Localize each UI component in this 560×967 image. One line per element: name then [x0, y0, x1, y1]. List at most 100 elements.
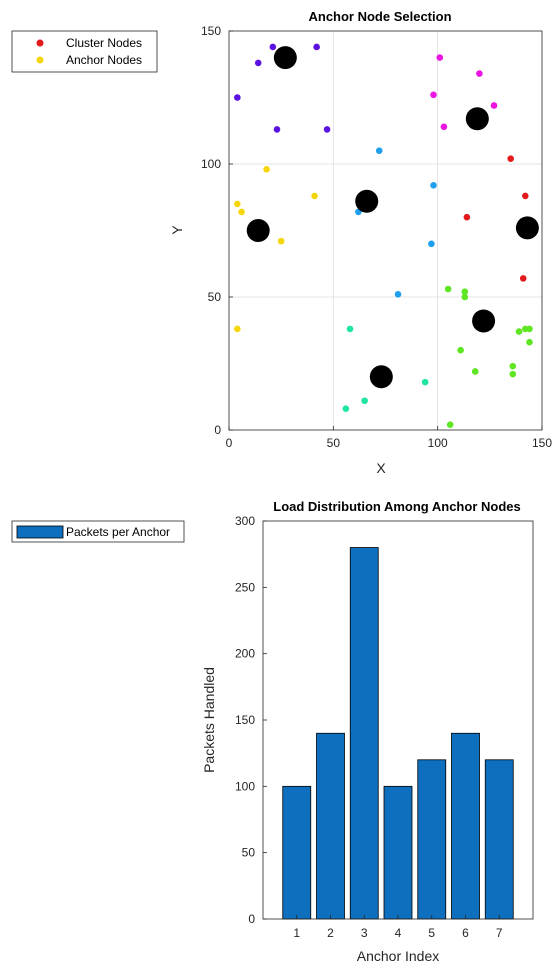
anchor-node-marker: [355, 189, 379, 213]
scatter-point: [421, 378, 429, 386]
scatter-point: [430, 181, 437, 189]
anchor-node-marker: [369, 365, 393, 389]
bar-anchor-2: [316, 732, 345, 920]
scatter-title: Anchor Node Selection: [308, 9, 451, 24]
bar-y-tick-label: 50: [242, 846, 256, 860]
scatter-point: [519, 275, 527, 282]
bar-y-label: Packets Handled: [201, 667, 217, 773]
scatter-point: [522, 192, 529, 200]
scatter-point: [526, 325, 533, 333]
scatter-chart: 0 50 100 150 0 50 100 150 Anchor Node Selectio…: [11, 9, 552, 476]
scatter-point: [461, 288, 469, 295]
bar-anchor-3: [349, 547, 379, 920]
bar-x-tick-label: 5: [428, 926, 435, 940]
bar-title: Load Distribution Among Anchor Nodes: [273, 499, 520, 514]
scatter-point: [346, 325, 354, 333]
bar-y-tick-label: 0: [248, 912, 255, 926]
scatter-y-label: Y: [169, 225, 185, 235]
legend-cluster-nodes-label: Cluster Nodes: [66, 36, 142, 50]
scatter-point: [457, 346, 464, 354]
anchor-node-marker: [515, 216, 539, 240]
scatter-point: [394, 291, 402, 298]
bar-anchor-6: [451, 732, 480, 920]
scatter-point: [234, 325, 241, 333]
bar-chart: 1 2 3 4 5 6 7 0 50 100 150 200 250 300 Load Distribu…: [11, 499, 534, 964]
legend-packets-label: Packets per Anchor: [66, 525, 170, 539]
scatter-point: [446, 421, 454, 428]
scatter-x-tick-label: 50: [327, 436, 341, 450]
bar-x-tick-label: 2: [327, 926, 334, 940]
bar-y-tick-label: 300: [235, 514, 255, 528]
scatter-point: [509, 362, 517, 370]
scatter-point: [526, 338, 533, 346]
scatter-legend: Cluster Nodes Anchor Nodes: [11, 30, 158, 73]
scatter-point: [263, 166, 270, 173]
scatter-points: [234, 43, 533, 428]
scatter-point: [273, 126, 281, 133]
scatter-x-label: X: [376, 460, 386, 476]
legend-cluster-nodes-marker: [36, 39, 44, 47]
anchor-node-marker: [246, 219, 270, 242]
legend-anchor-nodes-label: Anchor Nodes: [66, 53, 142, 67]
scatter-y-tick-label: 0: [214, 423, 221, 437]
scatter-point: [440, 123, 448, 131]
bar-legend: Packets per Anchor: [11, 520, 185, 543]
scatter-point: [428, 240, 435, 248]
scatter-point: [444, 285, 452, 293]
bar-anchor-4: [383, 785, 413, 920]
scatter-anchors: [246, 46, 539, 389]
scatter-x-tick-label: 150: [532, 436, 552, 450]
legend-anchor-nodes-marker: [36, 56, 44, 64]
scatter-x-tick-label: 100: [428, 436, 448, 450]
scatter-y-ticks: 0 50 100 150: [201, 24, 233, 437]
scatter-point: [463, 213, 471, 221]
scatter-point: [254, 59, 262, 67]
bar-x-tick-label: 3: [361, 926, 368, 940]
scatter-point: [311, 192, 318, 200]
anchor-node-marker: [465, 107, 489, 131]
bar-y-tick-label: 200: [235, 647, 255, 661]
scatter-axes-box: [228, 30, 543, 431]
scatter-point: [323, 126, 331, 133]
scatter-point: [430, 91, 437, 99]
scatter-point: [234, 200, 241, 208]
scatter-point: [490, 102, 498, 109]
bar-anchor-7: [484, 759, 514, 920]
anchor-node-marker: [273, 46, 297, 70]
scatter-plot-area: [229, 31, 542, 430]
scatter-x-tick-label: 0: [226, 436, 233, 450]
scatter-point: [313, 43, 320, 51]
bar-x-tick-label: 1: [293, 926, 300, 940]
bar-y-ticks: 0 50 100 150 200 250 300: [235, 514, 267, 926]
scatter-y-tick-label: 50: [208, 290, 222, 304]
scatter-point: [342, 405, 350, 413]
scatter-point: [507, 155, 514, 162]
scatter-y-tick-label: 100: [201, 157, 221, 171]
bar-x-tick-label: 7: [496, 926, 503, 940]
scatter-x-ticks: 0 50 100 150: [226, 426, 552, 450]
scatter-point: [436, 54, 444, 61]
scatter-y-tick-label: 150: [201, 24, 221, 38]
scatter-point: [234, 94, 241, 101]
scatter-point: [361, 397, 368, 405]
scatter-point: [471, 368, 479, 375]
bar-x-tick-label: 6: [462, 926, 469, 940]
scatter-point: [277, 237, 285, 245]
scatter-point: [476, 70, 483, 77]
bar-y-tick-label: 250: [235, 580, 255, 594]
anchor-node-marker: [472, 309, 496, 333]
bar-y-tick-label: 150: [235, 713, 255, 727]
scatter-grid: [229, 31, 542, 430]
bar-y-tick-label: 100: [235, 779, 255, 793]
bar-x-tick-label: 4: [395, 926, 402, 940]
bar-x-label: Anchor Index: [357, 948, 440, 964]
bar-x-ticks: 1 2 3 4 5 6 7: [293, 915, 503, 940]
scatter-legend-box: [11, 30, 158, 73]
scatter-point: [461, 293, 469, 301]
scatter-point: [375, 147, 383, 154]
bar-anchor-5: [417, 759, 447, 920]
scatter-point: [238, 208, 245, 216]
scatter-point: [509, 370, 517, 378]
bar-anchor-1: [282, 785, 312, 920]
